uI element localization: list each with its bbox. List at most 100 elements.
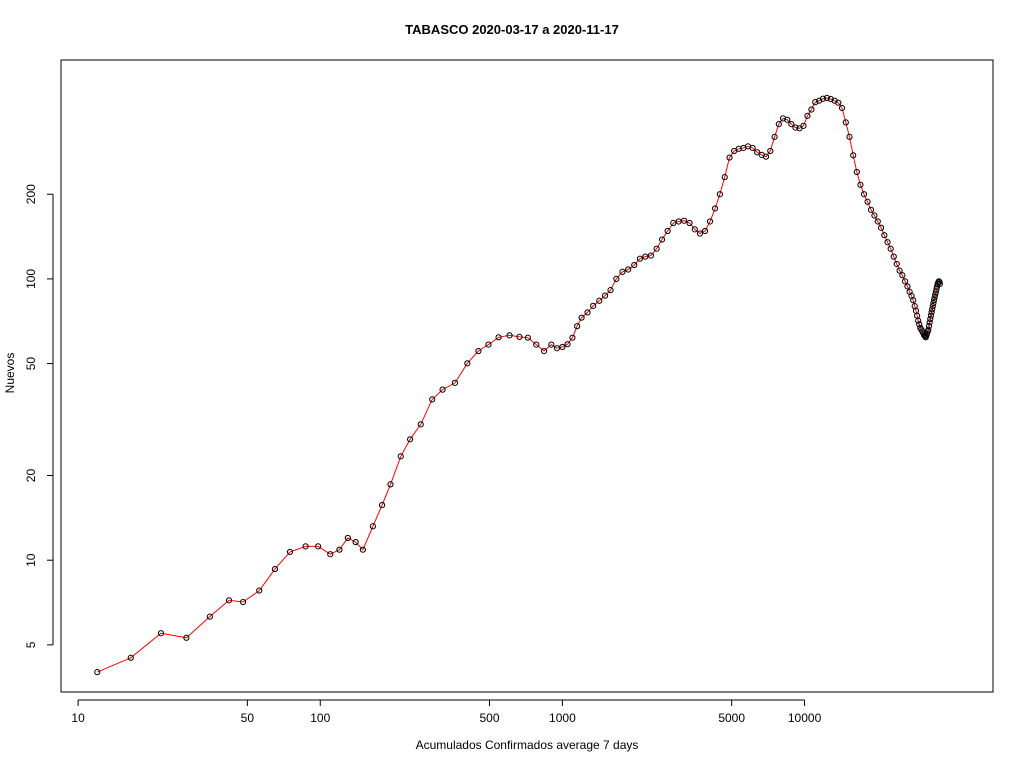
data-point [183, 634, 190, 641]
data-point [686, 219, 693, 227]
data-point [601, 292, 609, 299]
data-point [524, 334, 531, 341]
data-point [916, 321, 923, 328]
data-point [564, 341, 571, 348]
data-point [533, 341, 540, 348]
data-point [451, 379, 459, 386]
data-point [929, 303, 936, 310]
data-point [475, 347, 482, 355]
y-tick-label: 10 [24, 553, 38, 567]
data-point [899, 272, 906, 279]
data-point [157, 630, 165, 637]
data-point [931, 294, 938, 301]
data-point [206, 613, 213, 620]
data-point [569, 334, 576, 341]
x-tick-label: 10000 [788, 711, 822, 725]
data-point [896, 267, 903, 274]
data-point [877, 224, 885, 231]
data-point [808, 106, 815, 113]
data-point [344, 534, 351, 542]
x-tick-label: 50 [241, 711, 255, 725]
data-point [691, 226, 698, 233]
data-point [792, 124, 799, 131]
data-point [658, 236, 666, 243]
data-point [887, 245, 894, 252]
data-point [506, 332, 513, 339]
x-tick-label: 500 [479, 711, 499, 725]
data-point [716, 191, 723, 198]
data-point [706, 218, 714, 225]
data-point [516, 333, 523, 341]
data-point [286, 548, 294, 556]
data-point [359, 546, 366, 553]
data-point [853, 168, 860, 176]
data-point [827, 95, 834, 103]
data-point [893, 260, 900, 268]
data-point [619, 268, 626, 275]
data-point [271, 565, 279, 573]
data-point [642, 253, 649, 260]
data-point [94, 669, 101, 676]
data-point [647, 252, 655, 259]
data-point [819, 95, 827, 102]
data-point [927, 315, 934, 323]
data-point [890, 253, 897, 260]
data-point [835, 99, 842, 106]
data-point [927, 312, 935, 319]
data-point [874, 218, 881, 225]
data-point [864, 198, 871, 205]
data-point [417, 421, 424, 428]
data-point [485, 341, 492, 348]
data-point [871, 212, 878, 219]
data-point [578, 314, 585, 321]
data-point [636, 255, 644, 262]
data-point [850, 152, 857, 159]
data-point [439, 386, 446, 393]
data-point [590, 302, 597, 309]
y-tick-label: 5 [24, 641, 38, 648]
x-axis: 10 50 100 500 1000 5000 10000 [71, 699, 822, 725]
data-point [857, 181, 864, 188]
data-point [495, 334, 502, 341]
data-point [846, 133, 853, 140]
data-point [881, 232, 888, 239]
data-point [302, 543, 309, 550]
data-point [315, 543, 322, 550]
data-point [407, 436, 414, 443]
data-point [387, 481, 394, 488]
data-point [804, 112, 811, 119]
data-point [762, 153, 770, 160]
data-point [378, 501, 386, 509]
data-point [584, 309, 591, 316]
data-point [596, 297, 603, 304]
data-point [464, 360, 471, 367]
y-tick-label: 100 [24, 269, 38, 289]
data-point [915, 317, 922, 324]
data-point [548, 341, 555, 348]
y-tick-label: 200 [24, 184, 38, 204]
data-point [429, 396, 436, 403]
y-tick-label: 50 [24, 357, 38, 371]
data-point [749, 144, 756, 152]
data-point [930, 297, 938, 304]
data-point [884, 239, 891, 246]
data-point [930, 300, 937, 307]
data-point [860, 191, 868, 198]
data-point [925, 326, 932, 333]
data-point [680, 217, 688, 224]
x-tick-label: 5000 [718, 711, 745, 725]
data-point [926, 319, 933, 326]
data-point [779, 115, 787, 122]
data-point [369, 523, 377, 530]
data-point [726, 154, 733, 161]
data-point [788, 121, 795, 128]
x-tick-label: 1000 [549, 711, 576, 725]
data-point [574, 323, 581, 330]
data-point [823, 94, 831, 101]
data-point [607, 287, 614, 294]
data-point [721, 174, 728, 181]
data-point [397, 453, 404, 460]
data-point [754, 149, 761, 156]
data-point [928, 309, 935, 316]
